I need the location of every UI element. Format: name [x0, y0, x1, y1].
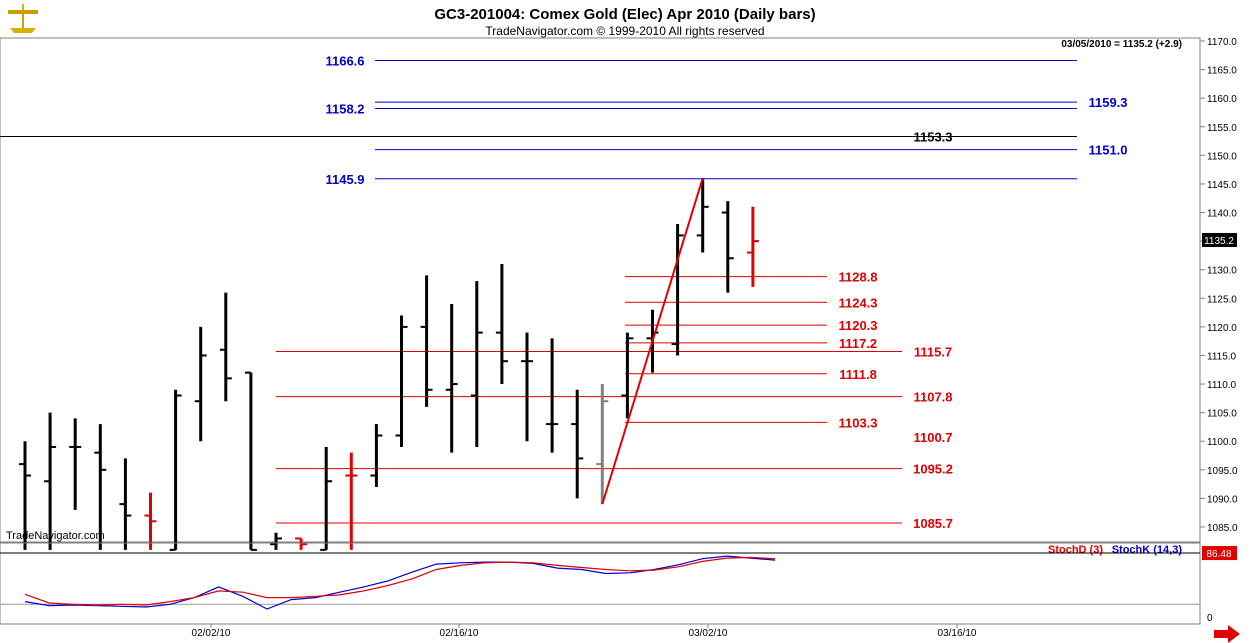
stochastic-panel-frame — [0, 542, 1201, 625]
level-label: 1145.9 — [325, 172, 364, 187]
ohlc-bar — [596, 384, 609, 505]
ohlc-bar — [169, 389, 182, 551]
ohlc-bar — [521, 332, 533, 442]
ohlc-bar — [44, 412, 57, 550]
y-tick-label: 1125.0 — [1207, 294, 1237, 305]
level-label: 1117.2 — [839, 336, 877, 351]
ohlc-bar — [270, 532, 282, 550]
ohlc-bar — [94, 424, 107, 550]
y-tick-label: 1100.0 — [1207, 437, 1237, 448]
level-label: 1115.7 — [914, 344, 952, 359]
level-label: 1120.3 — [838, 318, 877, 333]
stoch-zero-label: 0 — [1207, 613, 1213, 624]
stochastic-axis: 086.48 — [1202, 546, 1237, 624]
copyright-text: TradeNavigator.com © 1999-2010 All right… — [485, 24, 764, 38]
y-tick-label: 1170.0 — [1207, 37, 1237, 48]
level-label: 1085.7 — [913, 516, 953, 531]
x-tick-label: 03/02/10 — [689, 628, 728, 639]
y-tick-label: 1090.0 — [1207, 494, 1238, 505]
level-label: 1128.8 — [838, 270, 877, 285]
level-label: 1111.8 — [839, 367, 877, 382]
price-panel-frame — [0, 37, 1201, 543]
ohlc-bar — [721, 201, 734, 293]
ohlc-bar — [696, 178, 709, 253]
ohlc-bar — [320, 446, 333, 551]
logo-icon — [8, 4, 38, 33]
level-label: 1166.6 — [325, 53, 364, 68]
level-label: 1124.3 — [838, 295, 877, 310]
price-axis: 1170.0 1165.0 1160.0 1155.0 1150.0 1145.0 1140… — [1200, 37, 1238, 534]
y-tick-label: 1155.0 — [1207, 123, 1237, 134]
ohlc-bar — [395, 315, 408, 447]
ohlc-bar — [370, 424, 383, 487]
ohlc-bar — [470, 281, 483, 447]
ohlc-bar — [345, 452, 358, 550]
level-label: 1158.2 — [325, 101, 364, 116]
stochd-line — [24, 556, 776, 606]
date-axis: 02/02/10 02/16/10 03/02/10 03/16/10 — [192, 624, 977, 639]
last-price-label: 1135.2 — [1204, 236, 1234, 247]
legend-stochd: StochD (3) — [1048, 544, 1103, 556]
y-tick-label: 1115.0 — [1207, 351, 1237, 362]
watermark-text: TradeNavigator.com — [6, 530, 105, 542]
price-levels: 1166.6 1159.3 1158.2 1153.3 1151.0 1145.9 1128… — [0, 53, 1128, 531]
y-tick-label: 1085.0 — [1207, 523, 1238, 534]
y-tick-label: 1145.0 — [1207, 180, 1237, 191]
last-quote-text: 03/05/2010 = 1135.2 (+2.9) — [1061, 39, 1182, 50]
price-bars — [19, 177, 759, 551]
chart-title: GC3-201004: Comex Gold (Elec) Apr 2010 (… — [434, 6, 815, 23]
level-label: 1095.2 — [913, 462, 953, 477]
ohlc-bar — [69, 418, 82, 510]
x-tick-label: 02/16/10 — [440, 628, 479, 639]
y-tick-label: 1140.0 — [1207, 209, 1237, 220]
trend-line — [601, 177, 704, 505]
ohlc-bar — [119, 458, 132, 550]
level-label: 1100.7 — [913, 430, 952, 445]
ohlc-bar — [295, 537, 308, 550]
x-tick-label: 02/02/10 — [192, 628, 231, 639]
y-tick-label: 1150.0 — [1207, 151, 1237, 162]
ohlc-bar — [219, 292, 232, 402]
ohlc-bar — [445, 304, 458, 453]
y-tick-label: 1095.0 — [1207, 466, 1238, 477]
level-label: 1159.3 — [1088, 95, 1127, 110]
level-label: 1151.0 — [1088, 143, 1127, 158]
x-tick-label: 03/16/10 — [938, 628, 977, 639]
last-price-tag — [1202, 232, 1237, 247]
ohlc-bar — [546, 338, 559, 453]
stochastic-lines — [0, 552, 1200, 610]
y-tick-label: 1130.0 — [1207, 266, 1237, 277]
ohlc-bar — [495, 263, 508, 385]
ohlc-bar — [144, 492, 157, 550]
ohlc-bar — [244, 371, 257, 551]
ohlc-bar — [19, 441, 31, 550]
y-tick-label: 1110.0 — [1207, 380, 1237, 391]
legend-stochk: StochK (14,3) — [1112, 544, 1183, 556]
ohlc-bar — [420, 275, 433, 407]
ohlc-bar — [571, 389, 584, 499]
stoch-value-tag — [1202, 546, 1237, 561]
level-label: 1107.8 — [913, 390, 952, 405]
stoch-value-label: 86.48 — [1206, 549, 1231, 560]
ohlc-bar — [621, 332, 634, 419]
y-tick-label: 1120.0 — [1207, 323, 1237, 334]
ohlc-bar — [671, 223, 684, 356]
level-label: 1153.3 — [913, 129, 952, 144]
right-arrow-icon[interactable] — [1214, 625, 1240, 643]
y-tick-label: 1160.0 — [1207, 94, 1237, 105]
y-tick-label: 1165.0 — [1207, 66, 1237, 77]
ohlc-bar — [746, 206, 759, 287]
ohlc-bar — [194, 326, 207, 442]
level-label: 1103.3 — [838, 415, 877, 430]
y-tick-label: 1105.0 — [1207, 409, 1237, 420]
